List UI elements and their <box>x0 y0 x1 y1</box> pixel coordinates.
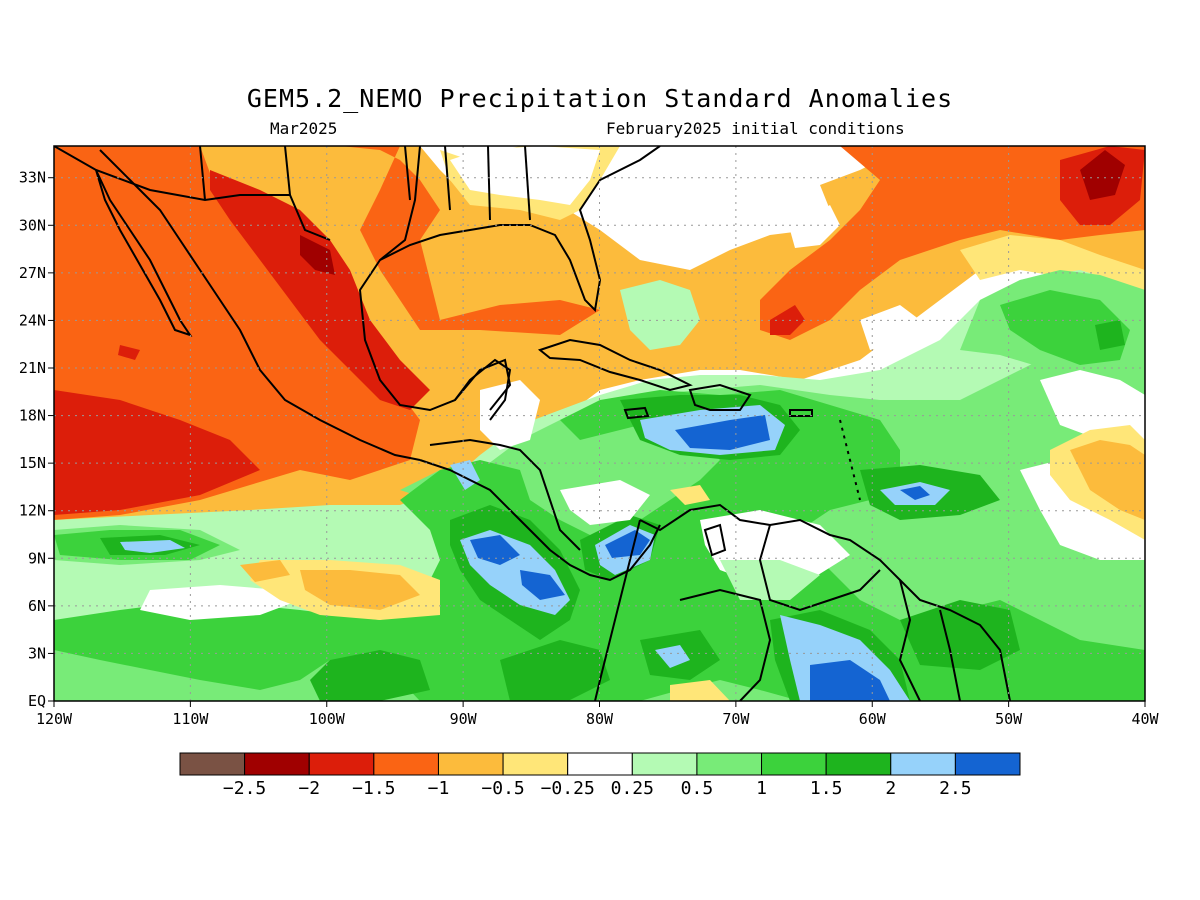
colorbar-swatch <box>696 752 763 776</box>
y-tick-label: 21N <box>19 359 46 377</box>
colorbar-swatch <box>244 752 310 776</box>
colorbar-swatch <box>179 752 246 776</box>
colorbar-label: −0.5 <box>481 778 524 799</box>
colorbar: −2.5 −2 −1.5 −1 −0.5 −0.25 0.25 0.5 1 1.5 2 2.5 <box>179 752 1021 799</box>
colorbar-label: −1.5 <box>352 778 395 799</box>
colorbar-label: 0.5 <box>681 778 714 799</box>
x-tick-label: 80W <box>586 710 614 728</box>
x-tick-label: 90W <box>450 710 478 728</box>
y-tick-label: 33N <box>19 169 46 187</box>
y-tick-label: EQ <box>28 692 46 710</box>
colorbar-swatch <box>761 752 827 776</box>
colorbar-label: 2.5 <box>939 778 972 799</box>
x-tick-label: 60W <box>859 710 887 728</box>
colorbar-label: 0.25 <box>611 778 654 799</box>
y-tick-label: 30N <box>19 216 46 234</box>
colorbar-swatch <box>567 752 633 776</box>
coastlines <box>54 146 1011 701</box>
y-tick-label: 3N <box>28 644 46 662</box>
colorbar-label: 2 <box>885 778 896 799</box>
initial-conditions-label: February2025 initial conditions <box>606 119 905 138</box>
x-tick-label: 120W <box>36 710 73 728</box>
colorbar-label: 1.5 <box>810 778 843 799</box>
x-tick-label: 70W <box>722 710 750 728</box>
y-tick-label: 6N <box>28 597 46 615</box>
valid-month-label: Mar2025 <box>270 119 338 138</box>
y-tick-label: 24N <box>19 311 46 329</box>
x-tick-label: 50W <box>995 710 1023 728</box>
map-title: GEM5.2_NEMO Precipitation Standard Anoma… <box>246 84 954 113</box>
colorbar-label: −1 <box>428 778 450 799</box>
colorbar-swatch <box>954 752 1021 776</box>
colorbar-swatch <box>825 752 892 776</box>
graticule <box>54 146 1145 701</box>
y-tick-label: 27N <box>19 264 46 282</box>
colorbar-swatch <box>308 752 375 776</box>
colorbar-swatch <box>502 752 569 776</box>
y-tick-label: 18N <box>19 407 46 425</box>
map-axes: 120W 110W 100W 90W 80W 70W 60W 50W 40W EQ 3N 6N 9N 12… <box>19 169 1160 728</box>
precipitation-anomaly-field <box>54 146 1145 701</box>
colorbar-label: 1 <box>756 778 767 799</box>
colorbar-label: −0.25 <box>541 778 595 799</box>
y-tick-label: 9N <box>28 549 46 567</box>
x-tick-label: 100W <box>309 710 346 728</box>
x-tick-label: 40W <box>1131 710 1159 728</box>
colorbar-label: −2 <box>298 778 320 799</box>
x-tick-label: 110W <box>172 710 209 728</box>
y-tick-label: 12N <box>19 502 46 520</box>
colorbar-swatch <box>437 752 504 776</box>
colorbar-label: −2.5 <box>223 778 266 799</box>
colorbar-swatch <box>373 752 439 776</box>
y-tick-label: 15N <box>19 454 46 472</box>
colorbar-swatch <box>631 752 698 776</box>
colorbar-swatch <box>890 752 956 776</box>
